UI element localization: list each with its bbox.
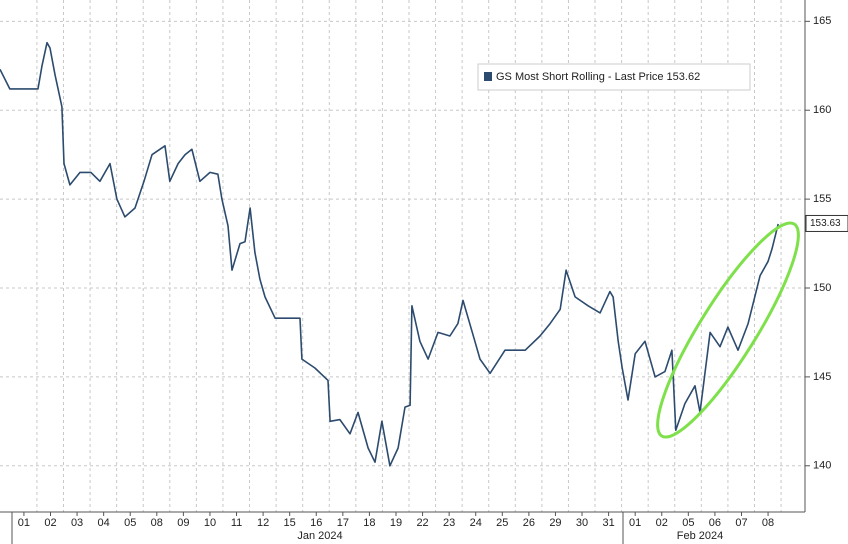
price-line	[0, 41, 779, 467]
last-value-box	[805, 214, 848, 232]
y-tick-label: 160	[813, 104, 831, 116]
x-tick-label: 15	[284, 517, 296, 529]
month-label: Feb 2024	[677, 530, 723, 542]
month-label: Jan 2024	[297, 530, 342, 542]
y-tick-label: 150	[813, 282, 831, 294]
x-tick-label: 08	[151, 517, 163, 529]
x-tick-label: 03	[71, 517, 83, 529]
x-tick-label: 29	[549, 517, 561, 529]
x-tick-label: 17	[337, 517, 349, 529]
x-tick-label: 16	[310, 517, 322, 529]
legend-swatch	[484, 72, 492, 81]
x-tick-label: 22	[416, 517, 428, 529]
highlight-ellipse	[656, 221, 800, 439]
x-tick-label: 31	[602, 517, 614, 529]
x-tick-label: 05	[124, 517, 136, 529]
x-tick-label: 01	[18, 517, 30, 529]
y-tick-label: 165	[813, 15, 831, 27]
x-tick-label: 10	[204, 517, 216, 529]
plot	[0, 41, 779, 467]
legend-label: GS Most Short Rolling - Last Price 153.6…	[496, 71, 700, 83]
x-tick-label: 23	[443, 517, 455, 529]
x-tick-label: 02	[44, 517, 56, 529]
last-value-label: 153.63	[810, 218, 841, 229]
y-tick-label: 145	[813, 371, 831, 383]
y-tick-label: 140	[813, 460, 831, 472]
x-tick-label: 08	[762, 517, 774, 529]
x-tick-label: 07	[735, 517, 747, 529]
legend	[477, 63, 751, 91]
x-tick-label: 04	[98, 517, 110, 529]
x-tick-label: 01	[629, 517, 641, 529]
x-tick-label: 19	[390, 517, 402, 529]
x-tick-label: 02	[656, 517, 668, 529]
x-tick-label: 05	[682, 517, 694, 529]
x-tick-label: 26	[523, 517, 535, 529]
x-tick-label: 12	[257, 517, 269, 529]
y-tick-label: 155	[813, 193, 831, 205]
x-tick-label: 30	[576, 517, 588, 529]
x-tick-label: 06	[709, 517, 721, 529]
x-tick-label: 25	[496, 517, 508, 529]
x-tick-label: 18	[363, 517, 375, 529]
x-tick-label: 24	[470, 517, 482, 529]
x-tick-label: 09	[177, 517, 189, 529]
x-tick-label: 11	[231, 517, 242, 529]
